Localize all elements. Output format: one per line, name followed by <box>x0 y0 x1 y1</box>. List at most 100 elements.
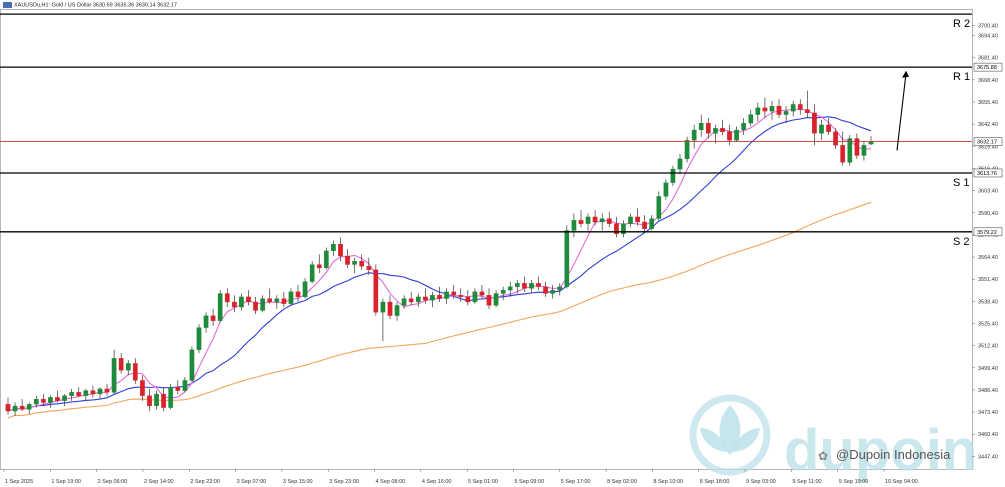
candle-body <box>479 291 485 296</box>
candle-body <box>826 124 831 132</box>
candle-body <box>430 295 435 301</box>
candle-body <box>550 289 556 294</box>
candle-body <box>118 358 124 371</box>
candle-body <box>663 182 669 197</box>
candle-body <box>621 223 626 235</box>
candle-body <box>543 286 548 294</box>
price-tag-box <box>973 137 1003 146</box>
x-tick-label: 10 Sep 04:00 <box>885 479 918 485</box>
ma-slow-line <box>7 201 872 419</box>
candle-body <box>670 168 676 183</box>
price-tag-label: 3675.88 <box>977 65 997 71</box>
x-tick-label: 5 Sep 17:00 <box>561 479 591 485</box>
candle-body <box>210 315 216 321</box>
price-tag-label: 3579.22 <box>977 230 997 236</box>
candle-body <box>253 301 258 311</box>
candle-body <box>132 363 138 381</box>
candle-body <box>97 388 103 395</box>
x-tick-label: 9 Sep 03:00 <box>746 479 776 485</box>
projection-arrow-head-icon <box>902 70 909 78</box>
candle-body <box>288 291 294 304</box>
candle-body <box>274 298 280 303</box>
candle-body <box>656 196 662 219</box>
x-tick-label: 2 Sep 14:00 <box>144 479 174 485</box>
candle-body <box>628 216 633 224</box>
candle-body <box>423 296 428 301</box>
candle-body <box>147 395 152 407</box>
candle-body <box>111 358 117 393</box>
x-tick-label: 1 Sep 2025 <box>5 479 33 485</box>
watermark-brand-text: dupoin <box>784 418 977 483</box>
x-tick-label: 3 Sep 07:00 <box>237 479 267 485</box>
x-tick-label: 3 Sep 15:00 <box>283 479 313 485</box>
x-tick-label: 3 Sep 23:00 <box>329 479 359 485</box>
price-tag-box <box>973 168 1003 178</box>
candle-body <box>578 220 584 224</box>
candle-body <box>387 301 393 316</box>
candle-body <box>302 281 308 298</box>
x-tick-label: 2 Sep 06:00 <box>98 479 128 485</box>
watermark-leaf-icon <box>732 428 760 452</box>
candle-body <box>260 298 266 311</box>
candle-body <box>691 129 697 141</box>
candle-body <box>19 405 25 410</box>
candle-body <box>69 392 75 396</box>
candle-body <box>168 387 174 408</box>
candle-body <box>239 296 244 308</box>
candle-body <box>861 145 867 156</box>
x-tick-label: 8 Sep 02:00 <box>607 479 637 485</box>
candle-body <box>394 305 400 316</box>
candle-body <box>401 298 407 306</box>
candle-body <box>698 122 704 131</box>
candle-body <box>571 220 577 231</box>
y-tick-label: 3460.40 <box>978 432 998 438</box>
y-tick-label: 3473.40 <box>978 410 998 416</box>
candle-body <box>323 250 329 269</box>
candle-body <box>415 296 421 303</box>
level-label-r1: R 1 <box>953 71 970 83</box>
candle-body <box>217 293 223 321</box>
candle-body <box>741 122 747 131</box>
candle-body <box>720 128 725 132</box>
candle-body <box>408 298 414 303</box>
candle-body <box>196 327 202 350</box>
plot-frame <box>0 9 973 470</box>
candle-body <box>564 230 570 287</box>
candle-body <box>804 109 810 114</box>
candle-body <box>529 283 534 289</box>
x-tick-label: 9 Sep 19:00 <box>839 479 869 485</box>
level-label-s1: S 1 <box>953 177 970 189</box>
candle-body <box>373 269 379 313</box>
candle-body <box>267 298 273 303</box>
candle-body <box>90 390 96 395</box>
price-tag-label: 3613.76 <box>977 171 997 177</box>
x-tick-label: 4 Sep 16:00 <box>422 479 452 485</box>
price-tag-box <box>973 227 1003 237</box>
candle-body <box>606 218 612 224</box>
candle-body <box>854 138 860 156</box>
candle-body <box>536 283 541 287</box>
candle-body <box>161 393 166 408</box>
candle-body <box>840 145 846 163</box>
x-tick-label: 1 Sep 19:00 <box>51 479 81 485</box>
price-tag-box <box>973 62 1003 72</box>
y-tick-label: 3538.40 <box>978 299 998 305</box>
candle-body <box>847 138 853 163</box>
candle-body <box>5 404 11 412</box>
candle-body <box>592 216 598 223</box>
candle-body <box>281 298 287 304</box>
y-tick-label: 3590.40 <box>978 211 998 217</box>
candle-body <box>635 216 640 223</box>
candle-body <box>62 395 67 401</box>
candle-body <box>104 388 110 393</box>
watermark-leaf-icon <box>700 428 728 452</box>
candle-body <box>833 131 838 146</box>
candle-body <box>557 286 563 291</box>
watermark-handle: @Dupoin Indonesia <box>836 447 951 462</box>
candle-body <box>154 393 159 407</box>
candle-body <box>642 221 647 229</box>
level-label-r2: R 2 <box>953 18 970 30</box>
y-tick-label: 3603.40 <box>978 189 998 195</box>
symbol-readout: XAUUSDu,H1: Gold / US Dollar 3630.69 363… <box>3 2 177 8</box>
candle-body <box>295 291 301 298</box>
